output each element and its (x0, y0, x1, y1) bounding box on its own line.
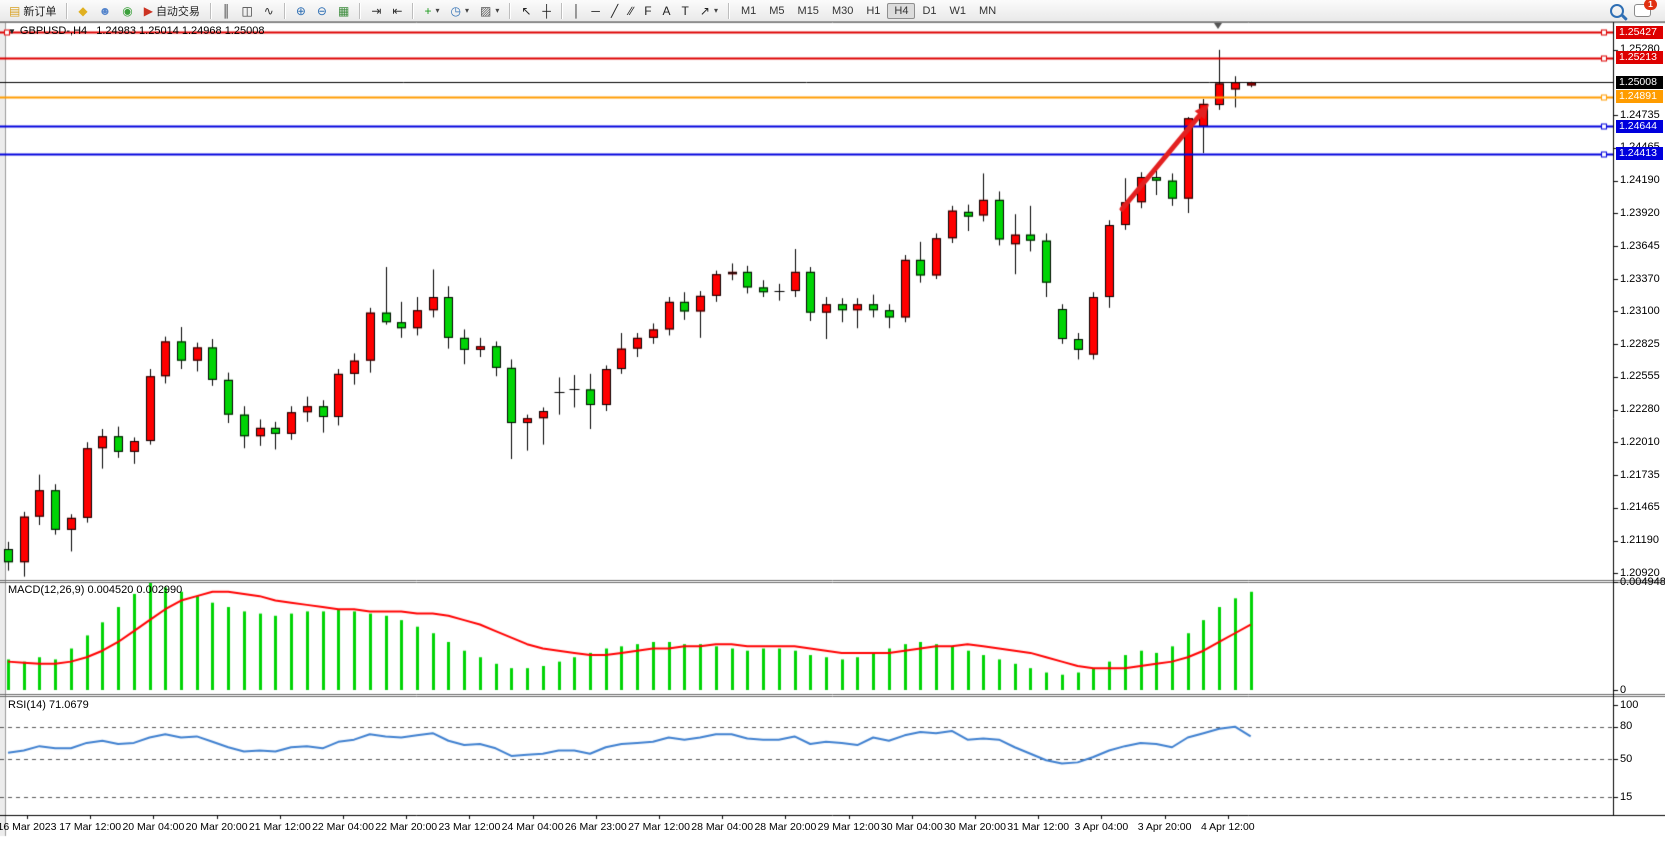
fibonacci-icon: F (644, 3, 652, 18)
zoom-out-icon: ⊖ (316, 3, 327, 18)
autotrading-button-label: 自动交易 (155, 5, 200, 18)
timeframe-button-w1[interactable]: W1 (949, 4, 967, 17)
tile-windows-icon: ▦ (337, 3, 350, 18)
toolbar-separator (66, 2, 69, 19)
timeframe-button-mn[interactable]: MN (979, 4, 997, 17)
timeframe-button-d1[interactable]: D1 (922, 4, 937, 17)
indicators-icon: + (424, 3, 432, 18)
chevron-down-icon: ▾ (713, 6, 718, 15)
new-order-button: ▤ (9, 3, 21, 18)
periods-clock-icon[interactable]: ◷ ▾ (445, 2, 474, 20)
zoom-in-icon[interactable]: ⊕ (291, 2, 311, 20)
autotrading-button: ▶ (143, 3, 153, 18)
toolbar-separator (359, 2, 362, 19)
vertical-line-icon[interactable]: │ (568, 2, 586, 20)
bar-chart-icon: ║ (221, 3, 231, 18)
indicators-icon[interactable]: + ▾ (419, 2, 444, 20)
market-watch-icon[interactable]: ☻ (94, 2, 117, 20)
timeframe-button-m30[interactable]: M30 (831, 4, 854, 17)
candlestick-chart-icon[interactable]: ◫ (236, 2, 257, 20)
toolbar-separator (209, 2, 212, 19)
bar-chart-icon[interactable]: ║ (217, 2, 236, 20)
search-icon[interactable] (1610, 3, 1624, 18)
timeframe-button-m15[interactable]: M15 (797, 4, 819, 17)
toolbar-separator (727, 2, 730, 19)
chart-shift-icon: ⇤ (392, 3, 403, 18)
equidistant-channel-icon[interactable]: ∕∕ (624, 2, 638, 20)
templates-icon[interactable]: ▨ ▾ (475, 2, 504, 20)
timeframe-button-m1[interactable]: M1 (740, 4, 757, 17)
zoom-out-icon[interactable]: ⊖ (312, 2, 332, 20)
chevron-down-icon: ▾ (435, 6, 440, 15)
text-label-icon[interactable]: T (677, 2, 694, 20)
crosshair-icon: ┼ (542, 3, 551, 18)
toolbar-right: 1 (1610, 0, 1665, 18)
equidistant-channel-icon: ∕∕ (629, 3, 634, 18)
candlestick-chart-icon: ◫ (241, 3, 253, 18)
chat-icon[interactable]: 1 (1634, 0, 1657, 17)
toolbar-separator (509, 2, 512, 19)
trendline-icon[interactable]: ╱ (606, 2, 623, 20)
toolbar-separator (412, 2, 415, 19)
market-watch-icon: ☻ (98, 3, 112, 18)
timeframe-button-h1[interactable]: H1 (866, 4, 881, 17)
timeframe-button-m5[interactable]: M5 (769, 4, 785, 17)
arrows-tool-icon[interactable]: ↗ ▾ (695, 2, 723, 20)
text-icon: A (662, 3, 671, 18)
autotrading-button[interactable]: ▶ 自动交易 (139, 2, 205, 20)
fibonacci-icon[interactable]: F (639, 2, 656, 20)
new-order-button-label: 新订单 (23, 5, 57, 18)
timeframe-button-h4[interactable]: H4 (887, 2, 916, 19)
auto-scroll-icon: ⇥ (371, 3, 382, 18)
charts-window-icon[interactable]: ◆ (73, 2, 92, 20)
horizontal-line-icon: ─ (591, 3, 600, 18)
chat-badge: 1 (1644, 0, 1657, 10)
line-chart-icon: ∿ (263, 3, 274, 18)
signals-icon: ◉ (122, 3, 133, 18)
toolbar: ▤ 新订单 ◆ ☻ ◉ ▶ 自动交易 ║ ◫ ∿ ⊕ ⊖ ▦ ⇥ ⇤ + ▾ ◷ ▾ ▨ ▾ ↖ ┼ │ ─ ╱ ∕∕ F A T ↗ ▾ M1… (0, 0, 1665, 22)
arrows-tool-icon: ↗ (699, 3, 710, 18)
chevron-down-icon: ▾ (464, 6, 469, 15)
templates-icon: ▨ (479, 3, 492, 18)
periods-clock-icon: ◷ (450, 3, 461, 18)
text-label-icon: T (681, 3, 689, 18)
crosshair-icon[interactable]: ┼ (537, 2, 556, 20)
chart-shift-icon[interactable]: ⇤ (387, 2, 407, 20)
vertical-line-icon: │ (572, 3, 581, 18)
trendline-icon: ╱ (610, 3, 619, 18)
zoom-in-icon: ⊕ (295, 3, 306, 18)
signals-icon[interactable]: ◉ (117, 2, 137, 20)
toolbar-separator (560, 2, 563, 19)
cursor-icon[interactable]: ↖ (516, 2, 536, 20)
chevron-down-icon: ▾ (495, 6, 500, 15)
toolbar-separator (283, 2, 286, 19)
tile-windows-icon[interactable]: ▦ (333, 2, 354, 20)
new-order-button[interactable]: ▤ 新订单 (4, 2, 61, 20)
line-chart-icon[interactable]: ∿ (259, 2, 279, 20)
text-icon[interactable]: A (658, 2, 676, 20)
charts-window-icon: ◆ (78, 3, 88, 18)
auto-scroll-icon[interactable]: ⇥ (366, 2, 386, 20)
cursor-icon: ↖ (521, 3, 532, 18)
horizontal-line-icon[interactable]: ─ (586, 2, 605, 20)
